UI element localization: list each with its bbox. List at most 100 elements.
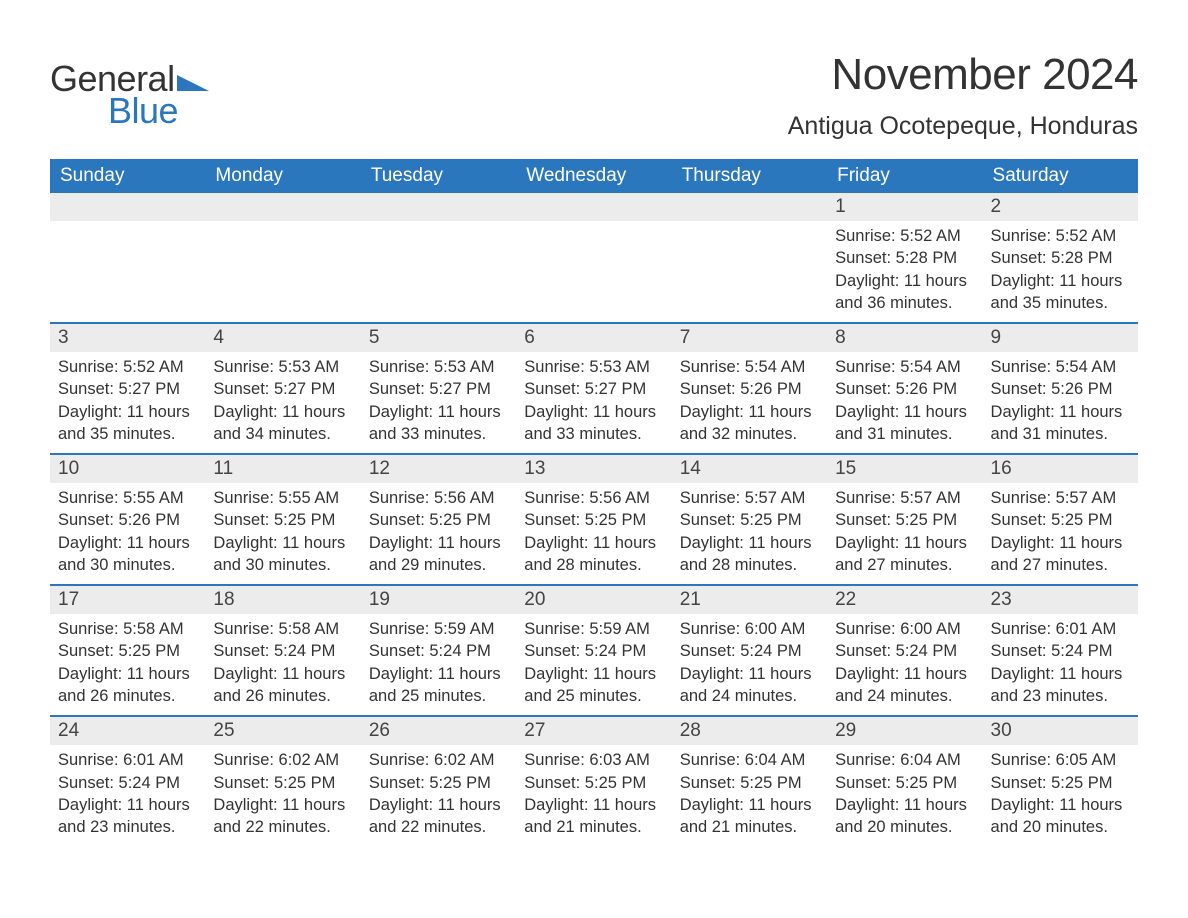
calendar-cell: 20Sunrise: 5:59 AMSunset: 5:24 PMDayligh…: [516, 585, 671, 716]
calendar-cell: 1Sunrise: 5:52 AMSunset: 5:28 PMDaylight…: [827, 193, 982, 323]
daylight-line: Daylight: 11 hours and 22 minutes.: [369, 794, 508, 839]
sunrise-line: Sunrise: 5:54 AM: [991, 356, 1130, 378]
sunset-line: Sunset: 5:24 PM: [369, 640, 508, 662]
sunrise-line: Sunrise: 6:02 AM: [213, 749, 352, 771]
day-number: 25: [205, 717, 360, 745]
day-details: Sunrise: 5:57 AMSunset: 5:25 PMDaylight:…: [827, 483, 982, 584]
sunset-line: Sunset: 5:25 PM: [58, 640, 197, 662]
day-details: Sunrise: 6:04 AMSunset: 5:25 PMDaylight:…: [672, 745, 827, 846]
sunrise-line: Sunrise: 5:55 AM: [213, 487, 352, 509]
day-details: Sunrise: 5:57 AMSunset: 5:25 PMDaylight:…: [983, 483, 1138, 584]
sunrise-line: Sunrise: 5:54 AM: [835, 356, 974, 378]
day-details: Sunrise: 6:00 AMSunset: 5:24 PMDaylight:…: [827, 614, 982, 715]
calendar-cell: 28Sunrise: 6:04 AMSunset: 5:25 PMDayligh…: [672, 716, 827, 846]
location-subtitle: Antigua Ocotepeque, Honduras: [788, 112, 1138, 141]
day-details: Sunrise: 5:56 AMSunset: 5:25 PMDaylight:…: [516, 483, 671, 584]
calendar-cell: [205, 193, 360, 323]
day-details: Sunrise: 6:01 AMSunset: 5:24 PMDaylight:…: [983, 614, 1138, 715]
day-number: 10: [50, 455, 205, 483]
sunrise-line: Sunrise: 5:56 AM: [524, 487, 663, 509]
weekday-header: Saturday: [983, 159, 1138, 193]
sunrise-line: Sunrise: 6:00 AM: [835, 618, 974, 640]
calendar-cell: 30Sunrise: 6:05 AMSunset: 5:25 PMDayligh…: [983, 716, 1138, 846]
day-number: 18: [205, 586, 360, 614]
day-details: Sunrise: 6:03 AMSunset: 5:25 PMDaylight:…: [516, 745, 671, 846]
day-number: 4: [205, 324, 360, 352]
calendar-cell: 2Sunrise: 5:52 AMSunset: 5:28 PMDaylight…: [983, 193, 1138, 323]
day-number: 21: [672, 586, 827, 614]
sunrise-line: Sunrise: 6:01 AM: [58, 749, 197, 771]
day-number: 14: [672, 455, 827, 483]
weekday-header: Friday: [827, 159, 982, 193]
sunset-line: Sunset: 5:24 PM: [835, 640, 974, 662]
page: General Blue November 2024 Antigua Ocote…: [0, 0, 1188, 886]
sunrise-line: Sunrise: 5:59 AM: [524, 618, 663, 640]
daylight-line: Daylight: 11 hours and 27 minutes.: [991, 532, 1130, 577]
day-details: Sunrise: 6:01 AMSunset: 5:24 PMDaylight:…: [50, 745, 205, 846]
sunset-line: Sunset: 5:27 PM: [58, 378, 197, 400]
day-details: Sunrise: 5:54 AMSunset: 5:26 PMDaylight:…: [983, 352, 1138, 453]
day-number: 17: [50, 586, 205, 614]
daylight-line: Daylight: 11 hours and 21 minutes.: [680, 794, 819, 839]
calendar-cell: 18Sunrise: 5:58 AMSunset: 5:24 PMDayligh…: [205, 585, 360, 716]
calendar-cell: [672, 193, 827, 323]
calendar-week-row: 1Sunrise: 5:52 AMSunset: 5:28 PMDaylight…: [50, 193, 1138, 323]
daylight-line: Daylight: 11 hours and 36 minutes.: [835, 270, 974, 315]
sunset-line: Sunset: 5:25 PM: [991, 509, 1130, 531]
sunset-line: Sunset: 5:25 PM: [524, 509, 663, 531]
daylight-line: Daylight: 11 hours and 26 minutes.: [213, 663, 352, 708]
sunset-line: Sunset: 5:26 PM: [58, 509, 197, 531]
calendar-cell: 29Sunrise: 6:04 AMSunset: 5:25 PMDayligh…: [827, 716, 982, 846]
title-block: November 2024 Antigua Ocotepeque, Hondur…: [788, 50, 1138, 141]
day-details: Sunrise: 6:05 AMSunset: 5:25 PMDaylight:…: [983, 745, 1138, 846]
daylight-line: Daylight: 11 hours and 22 minutes.: [213, 794, 352, 839]
calendar-cell: 23Sunrise: 6:01 AMSunset: 5:24 PMDayligh…: [983, 585, 1138, 716]
sunrise-line: Sunrise: 5:55 AM: [58, 487, 197, 509]
daylight-line: Daylight: 11 hours and 34 minutes.: [213, 401, 352, 446]
day-details: Sunrise: 5:58 AMSunset: 5:25 PMDaylight:…: [50, 614, 205, 715]
day-details: Sunrise: 5:55 AMSunset: 5:26 PMDaylight:…: [50, 483, 205, 584]
daylight-line: Daylight: 11 hours and 30 minutes.: [58, 532, 197, 577]
day-number: 11: [205, 455, 360, 483]
weekday-header: Sunday: [50, 159, 205, 193]
calendar-body: 1Sunrise: 5:52 AMSunset: 5:28 PMDaylight…: [50, 193, 1138, 846]
day-details: Sunrise: 6:00 AMSunset: 5:24 PMDaylight:…: [672, 614, 827, 715]
daylight-line: Daylight: 11 hours and 23 minutes.: [991, 663, 1130, 708]
sunrise-line: Sunrise: 6:03 AM: [524, 749, 663, 771]
sunset-line: Sunset: 5:25 PM: [369, 509, 508, 531]
sunrise-line: Sunrise: 5:56 AM: [369, 487, 508, 509]
sunrise-line: Sunrise: 5:53 AM: [369, 356, 508, 378]
day-number: 30: [983, 717, 1138, 745]
day-number: [672, 193, 827, 221]
day-number: 6: [516, 324, 671, 352]
day-details: Sunrise: 5:58 AMSunset: 5:24 PMDaylight:…: [205, 614, 360, 715]
day-details: Sunrise: 5:53 AMSunset: 5:27 PMDaylight:…: [205, 352, 360, 453]
sunset-line: Sunset: 5:27 PM: [369, 378, 508, 400]
daylight-line: Daylight: 11 hours and 33 minutes.: [369, 401, 508, 446]
sunset-line: Sunset: 5:24 PM: [524, 640, 663, 662]
daylight-line: Daylight: 11 hours and 31 minutes.: [835, 401, 974, 446]
calendar-cell: 10Sunrise: 5:55 AMSunset: 5:26 PMDayligh…: [50, 454, 205, 585]
sunrise-line: Sunrise: 5:54 AM: [680, 356, 819, 378]
daylight-line: Daylight: 11 hours and 26 minutes.: [58, 663, 197, 708]
calendar-cell: 7Sunrise: 5:54 AMSunset: 5:26 PMDaylight…: [672, 323, 827, 454]
calendar-cell: 24Sunrise: 6:01 AMSunset: 5:24 PMDayligh…: [50, 716, 205, 846]
day-number: 3: [50, 324, 205, 352]
daylight-line: Daylight: 11 hours and 29 minutes.: [369, 532, 508, 577]
calendar-cell: 27Sunrise: 6:03 AMSunset: 5:25 PMDayligh…: [516, 716, 671, 846]
day-number: 22: [827, 586, 982, 614]
daylight-line: Daylight: 11 hours and 32 minutes.: [680, 401, 819, 446]
sunset-line: Sunset: 5:27 PM: [213, 378, 352, 400]
day-number: 19: [361, 586, 516, 614]
calendar-cell: 13Sunrise: 5:56 AMSunset: 5:25 PMDayligh…: [516, 454, 671, 585]
calendar-cell: 19Sunrise: 5:59 AMSunset: 5:24 PMDayligh…: [361, 585, 516, 716]
daylight-line: Daylight: 11 hours and 35 minutes.: [58, 401, 197, 446]
sunrise-line: Sunrise: 5:53 AM: [524, 356, 663, 378]
calendar-cell: [361, 193, 516, 323]
calendar-cell: 25Sunrise: 6:02 AMSunset: 5:25 PMDayligh…: [205, 716, 360, 846]
calendar-cell: 12Sunrise: 5:56 AMSunset: 5:25 PMDayligh…: [361, 454, 516, 585]
header: General Blue November 2024 Antigua Ocote…: [50, 50, 1138, 141]
day-number: [361, 193, 516, 221]
sunrise-line: Sunrise: 5:59 AM: [369, 618, 508, 640]
daylight-line: Daylight: 11 hours and 20 minutes.: [835, 794, 974, 839]
